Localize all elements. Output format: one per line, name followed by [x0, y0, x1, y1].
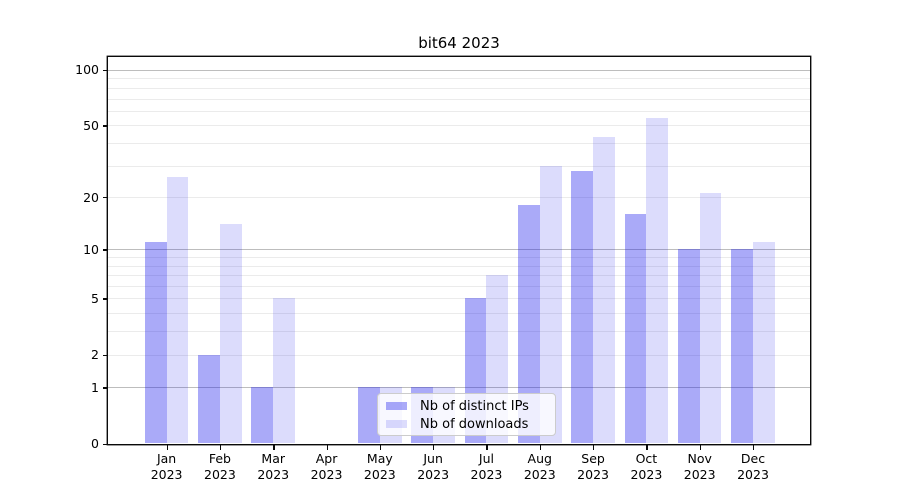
bar-distinct-ips-may: [358, 387, 380, 444]
x-tick: [646, 445, 648, 450]
gridline-minor: [108, 78, 810, 80]
x-tick: [273, 445, 275, 450]
legend-label-distinct-ips: Nb of distinct IPs: [420, 398, 529, 414]
bar-distinct-ips-sep: [571, 170, 594, 444]
x-tick: [166, 445, 168, 450]
y-tick: [103, 354, 108, 356]
x-tick-label-aug: Aug 2023: [523, 451, 556, 482]
y-tick-label: 5: [91, 290, 99, 306]
legend-entry-distinct-ips: Nb of distinct IPs: [378, 397, 555, 415]
gridline-minor: [108, 331, 810, 333]
legend-swatch-distinct-ips: [386, 401, 407, 411]
y-tick: [103, 387, 108, 389]
x-tick: [433, 445, 435, 450]
gridline-minor: [108, 110, 810, 112]
y-tick: [103, 69, 108, 72]
x-tick-label-jun: Jun 2023: [417, 451, 450, 482]
x-tick: [753, 445, 755, 450]
y-tick: [103, 249, 108, 251]
gridline-minor: [108, 98, 810, 100]
gridline-minor: [108, 257, 810, 259]
bar-downloads-sep: [593, 137, 615, 444]
bar-distinct-ips-nov: [677, 249, 700, 444]
x-tick-label-apr: Apr 2023: [310, 451, 343, 482]
x-tick-label-may: May 2023: [363, 451, 396, 482]
bar-downloads-jan: [166, 176, 189, 444]
x-tick-label-jul: Jul 2023: [470, 451, 503, 482]
x-tick: [379, 445, 382, 450]
legend-swatch-downloads: [386, 419, 407, 429]
gridline-major: [108, 249, 810, 251]
gridline-minor: [108, 87, 810, 89]
gridline-minor: [108, 313, 810, 315]
x-tick: [699, 445, 701, 450]
legend: Nb of distinct IPs Nb of downloads: [377, 393, 556, 436]
y-tick: [103, 443, 108, 445]
x-tick-label-oct: Oct 2023: [630, 451, 663, 482]
bar-distinct-ips-dec: [731, 249, 753, 444]
x-tick: [326, 445, 328, 450]
bar-distinct-ips-feb: [198, 354, 220, 444]
x-tick-label-sep: Sep 2023: [577, 451, 609, 482]
chart-title: bit64 2023: [418, 34, 500, 52]
gridline-minor: [108, 286, 810, 288]
gridline-minor: [108, 298, 810, 300]
y-tick: [103, 197, 108, 199]
x-tick: [539, 445, 542, 450]
gridline-minor: [108, 354, 810, 356]
bar-downloads-nov: [699, 193, 722, 444]
x-tick: [486, 445, 488, 450]
bar-downloads-mar: [273, 298, 296, 444]
bar-downloads-oct: [646, 117, 669, 444]
gridline-minor: [108, 197, 810, 199]
x-tick-label-dec: Dec 2023: [737, 451, 769, 482]
bar-distinct-ips-aug: [517, 205, 540, 444]
bar-distinct-ips-jan: [144, 242, 167, 444]
bar-downloads-feb: [219, 224, 242, 444]
x-tick: [593, 445, 595, 450]
x-tick-label-feb: Feb 2023: [204, 451, 236, 482]
y-tick-label: 100: [75, 62, 99, 78]
x-tick: [219, 445, 222, 450]
gridline-major: [108, 387, 810, 389]
bar-downloads-dec: [753, 242, 775, 444]
legend-entry-downloads: Nb of downloads: [378, 415, 555, 433]
gridline-minor: [108, 142, 810, 144]
y-tick: [103, 125, 108, 127]
gridline-minor: [108, 275, 810, 277]
x-tick-label-nov: Nov 2023: [683, 451, 716, 482]
bar-distinct-ips-mar: [251, 387, 274, 444]
legend-label-downloads: Nb of downloads: [420, 416, 529, 432]
gridline-major: [108, 69, 810, 71]
y-tick: [103, 298, 108, 300]
y-tick-label: 10: [83, 241, 99, 257]
gridline-minor: [108, 125, 810, 127]
x-tick-label-jan: Jan 2023: [150, 451, 183, 482]
bar-distinct-ips-oct: [624, 214, 647, 444]
y-tick-label: 0: [91, 436, 99, 451]
y-tick-label: 2: [91, 347, 99, 363]
plot-area: [108, 57, 810, 444]
gridline-minor: [108, 165, 810, 167]
gridline-minor: [108, 265, 810, 267]
bar-downloads-aug: [539, 165, 562, 444]
y-tick-label: 20: [83, 189, 99, 205]
x-tick-label-mar: Mar 2023: [257, 451, 290, 482]
y-tick-label: 50: [83, 117, 99, 133]
y-tick-label: 1: [91, 379, 99, 395]
